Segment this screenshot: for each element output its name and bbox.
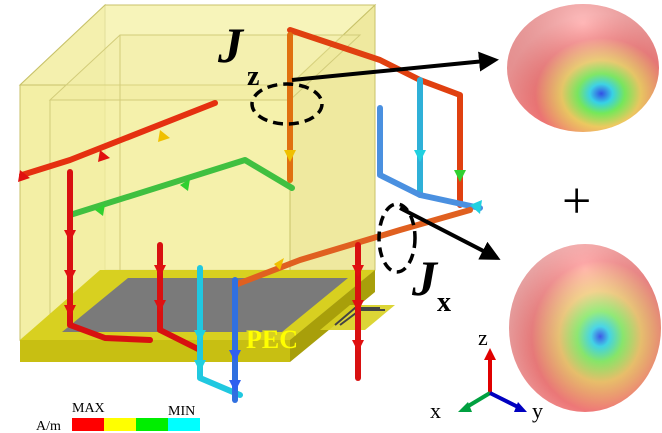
current-path-top-red [19,100,218,178]
jx-annotation: J x [377,202,501,318]
inner-plate [48,34,362,101]
jx-ellipse [377,202,417,274]
box-top-face [18,4,377,86]
pec-ground [62,278,348,332]
y-axis [489,391,521,410]
jz-label: J [217,17,245,73]
axis-triad: z x y [430,325,543,423]
current-path-left-vertical [67,169,153,343]
legend-swatch-cyan [168,418,200,431]
y-axis-label: y [532,398,543,423]
radiation-pattern-bottom [509,244,661,412]
legend-swatch-yellow [104,418,136,431]
jx-subscript: x [437,287,451,318]
color-legend: MAX MIN A/m [36,401,200,433]
legend-max: MAX [72,401,105,416]
jz-arrow [291,51,499,82]
current-path-mid-green [67,157,295,218]
radiation-pattern-top [507,4,659,132]
jx-arrow [399,206,501,260]
current-path-jx [232,207,473,288]
pec-label: PEC [246,325,298,354]
legend-swatch-green [136,418,168,431]
current-path-center-cyan [197,265,243,398]
jz-annotation: J z [217,17,499,126]
jx-label: J [411,250,439,306]
substrate-front [20,340,290,362]
current-path-mid-right [377,105,483,211]
substrate-side [290,270,375,362]
legend-min: MIN [168,404,195,419]
x-axis-label: x [430,398,441,423]
z-axis-label: z [478,325,488,350]
legend-unit: A/m [36,419,61,433]
dielectric-box [18,3,377,342]
current-arrowheads [18,130,482,392]
plus-sign: + [562,173,591,230]
jz-ellipse [250,82,324,126]
legend-swatch-red [72,418,104,431]
jz-subscript: z [247,61,259,92]
